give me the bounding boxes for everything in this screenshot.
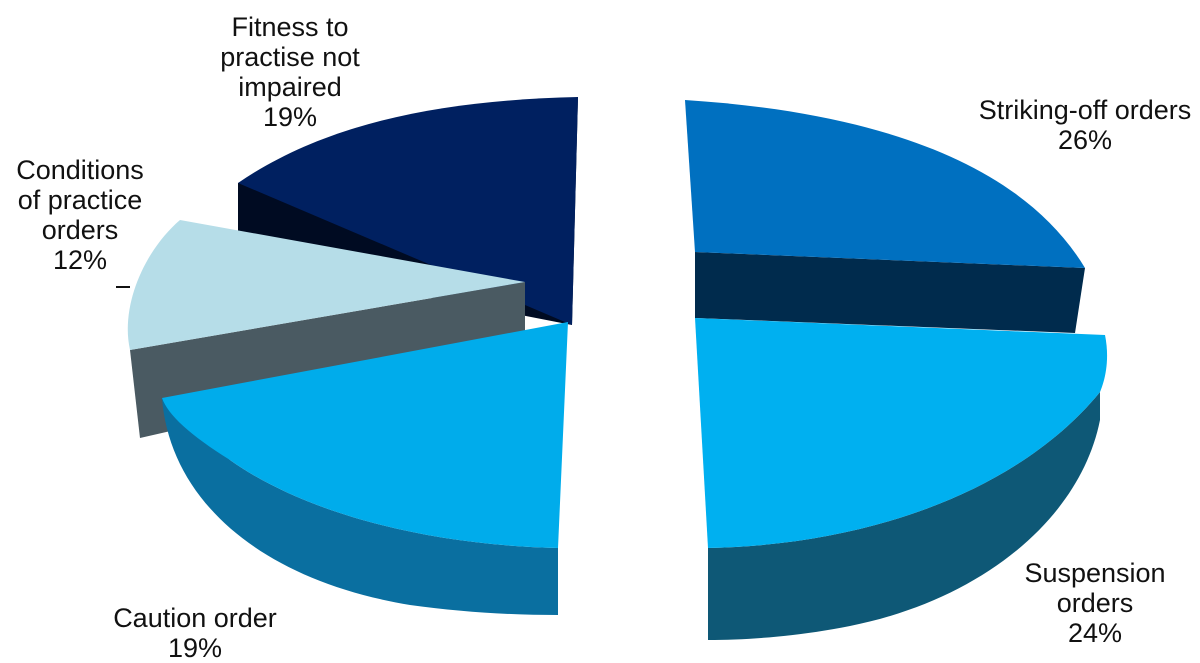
data-label-value: 12% [52,245,108,275]
data-label-3: Conditions of practice orders 12% [0,155,160,275]
slice-group-caution [162,322,568,615]
data-label-value: 19% [167,633,223,663]
slice-side-striking-off [695,252,1085,333]
data-label-line: Striking-off orders [978,95,1192,125]
data-label-value: 26% [1057,125,1113,155]
slice-group-striking-off [685,100,1085,333]
data-label-2: Caution order 19% [85,603,305,663]
data-label-line: Fitness to [231,12,349,42]
data-label-value: 19% [262,102,318,132]
data-label-value: 24% [1067,618,1123,648]
data-label-line: impaired [238,72,342,102]
slice-side-suspension [708,392,1100,640]
data-label-line: practise not [220,42,360,72]
data-label-1: Suspension orders 24% [1010,558,1180,648]
data-label-line: orders [41,215,119,245]
data-label-line: orders [1056,588,1134,618]
slice-suspension [695,318,1108,548]
slice-striking-off [685,100,1085,268]
data-label-line: Conditions [16,155,144,185]
data-label-line: Suspension [1024,558,1166,588]
slice-conditions [127,220,526,350]
slice-group-suspension [695,318,1108,640]
data-label-4: Fitness to practise not impaired 19% [205,12,375,132]
data-label-line: Caution order [113,603,277,633]
data-label-0: Striking-off orders 26% [940,95,1200,155]
data-label-line: of practice [17,185,143,215]
slice-side-caution [162,398,558,615]
slice-caution [162,322,568,548]
slice-fitness [238,97,578,325]
